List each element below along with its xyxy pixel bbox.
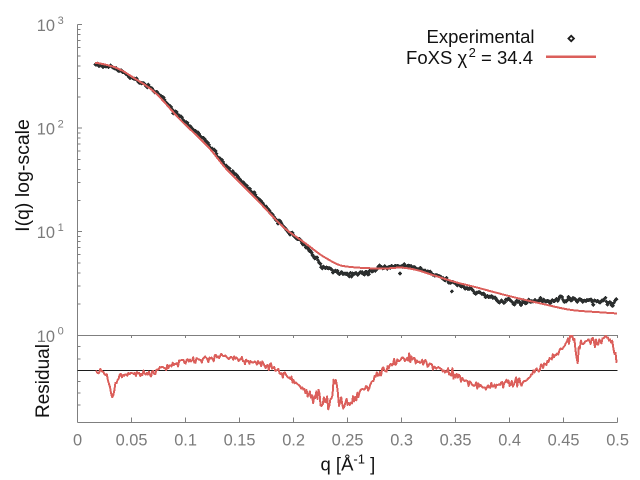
svg-text:q [Å-1 ]: q [Å-1 ] [321, 452, 376, 475]
svg-text:Residual: Residual [33, 344, 54, 418]
svg-text:10: 10 [37, 224, 55, 242]
svg-text:0.3: 0.3 [390, 432, 413, 450]
svg-text:0.5: 0.5 [606, 432, 629, 450]
svg-text:Experimental: Experimental [427, 26, 535, 47]
svg-text:I(q) log-scale: I(q) log-scale [12, 119, 34, 232]
svg-text:FoXS χ2 = 34.4: FoXS χ2 = 34.4 [406, 45, 533, 68]
svg-text:1: 1 [58, 222, 64, 234]
svg-text:10: 10 [37, 121, 55, 139]
svg-text:0.05: 0.05 [116, 432, 148, 450]
svg-text:0.15: 0.15 [224, 432, 256, 450]
svg-text:0: 0 [58, 326, 64, 338]
svg-text:0.25: 0.25 [332, 432, 364, 450]
svg-text:10: 10 [37, 328, 55, 346]
svg-text:0.1: 0.1 [174, 432, 197, 450]
svg-text:0.4: 0.4 [498, 432, 521, 450]
svg-text:10: 10 [37, 17, 55, 35]
svg-text:0.45: 0.45 [548, 432, 580, 450]
svg-text:3: 3 [58, 15, 64, 27]
svg-text:0.35: 0.35 [440, 432, 472, 450]
svg-text:2: 2 [58, 119, 64, 131]
svg-text:0: 0 [73, 432, 82, 450]
svg-text:0.2: 0.2 [282, 432, 305, 450]
